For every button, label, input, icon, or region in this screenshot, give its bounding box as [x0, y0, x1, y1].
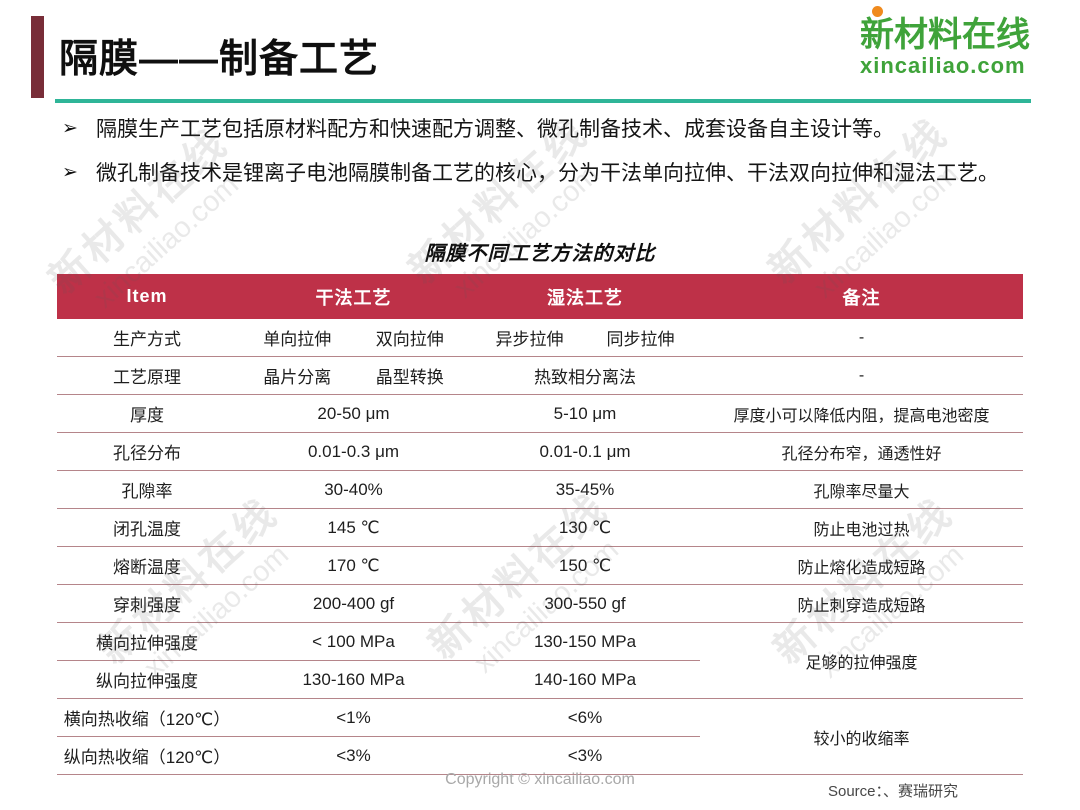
- footer-source: Source：、赛瑞研究: [827, 783, 958, 800]
- logo-sun-dot-icon: [872, 6, 883, 17]
- cell-note: 较小的收缩率: [700, 698, 1023, 775]
- cell-note: 足够的拉伸强度: [700, 622, 1023, 699]
- bullet-text: 微孔制备技术是锂离子电池隔膜制备工艺的核心，分为干法单向拉伸、干法双向拉伸和湿法…: [96, 161, 999, 185]
- cell-note: 防止刺穿造成短路: [700, 584, 1023, 623]
- cell-note: 厚度小可以降低内阻，提高电池密度: [700, 394, 1023, 433]
- cell-dry: 145 ℃: [237, 508, 470, 547]
- header-item: Item: [57, 274, 237, 319]
- cell-dry: < 100 MPa: [237, 622, 470, 661]
- cell-dry-sub: 晶片分离: [263, 368, 332, 387]
- table-row: 闭孔温度 145 ℃ 130 ℃ 防止电池过热: [57, 508, 1023, 547]
- cell-wet: 热致相分离法: [470, 356, 700, 395]
- cell-item: 横向拉伸强度: [57, 622, 237, 661]
- header-note: 备注: [700, 274, 1023, 319]
- cell-dry: 晶片分离 晶型转换: [237, 356, 470, 395]
- table-title: 隔膜不同工艺方法的对比: [424, 243, 656, 265]
- title-accent-bar: [31, 16, 44, 98]
- logo: 新材料在线 xincailiao.com: [860, 6, 1030, 77]
- cell-dry: 30-40%: [237, 470, 470, 509]
- table-row: 工艺原理 晶片分离 晶型转换 热致相分离法 -: [57, 356, 1023, 395]
- cell-wet: 150 ℃: [470, 546, 700, 585]
- cell-note: 孔径分布窄，通透性好: [700, 432, 1023, 471]
- title-underline: [55, 99, 1031, 103]
- cell-wet-sub: 异步拉伸: [495, 330, 564, 349]
- cell-item: 熔断温度: [57, 546, 237, 585]
- table-row: 孔径分布 0.01-0.3 μm 0.01-0.1 μm 孔径分布窄，通透性好: [57, 432, 1023, 471]
- table-header-row: Item 干法工艺 湿法工艺 备注: [57, 274, 1023, 319]
- arrow-bullet-icon: ➢: [62, 161, 78, 183]
- cell-wet: 0.01-0.1 μm: [470, 432, 700, 471]
- cell-item: 孔隙率: [57, 470, 237, 509]
- cell-dry-sub: 单向拉伸: [263, 330, 332, 349]
- cell-dry-sub: 晶型转换: [375, 368, 444, 387]
- cell-wet: 5-10 μm: [470, 394, 700, 433]
- table-row: 孔隙率 30-40% 35-45% 孔隙率尽量大: [57, 470, 1023, 509]
- bullet-item: ➢ 微孔制备技术是锂离子电池隔膜制备工艺的核心，分为干法单向拉伸、干法双向拉伸和…: [62, 157, 1037, 191]
- cell-wet: 130-150 MPa: [470, 622, 700, 661]
- cell-item: 纵向拉伸强度: [57, 660, 237, 699]
- cell-dry: 0.01-0.3 μm: [237, 432, 470, 471]
- bullet-text: 隔膜生产工艺包括原材料配方和快速配方调整、微孔制备技术、成套设备自主设计等。: [96, 118, 894, 141]
- cell-item: 闭孔温度: [57, 508, 237, 547]
- cell-item: 纵向热收缩（120℃）: [57, 736, 237, 775]
- page-title: 隔膜——制备工艺: [59, 38, 380, 81]
- cell-dry-sub: 双向拉伸: [375, 330, 444, 349]
- header-wet-process: 湿法工艺: [470, 274, 700, 319]
- arrow-bullet-icon: ➢: [62, 118, 78, 139]
- cell-note: 孔隙率尽量大: [700, 470, 1023, 509]
- table-row: 熔断温度 170 ℃ 150 ℃ 防止熔化造成短路: [57, 546, 1023, 585]
- cell-dry: 20-50 μm: [237, 394, 470, 433]
- cell-dry: <1%: [237, 698, 470, 737]
- logo-domain-text: xincailiao.com: [860, 52, 1026, 78]
- table-row: 横向拉伸强度 < 100 MPa 130-150 MPa 足够的拉伸强度: [57, 622, 1023, 699]
- cell-item: 厚度: [57, 394, 237, 433]
- table-row: 穿刺强度 200-400 gf 300-550 gf 防止刺穿造成短路: [57, 584, 1023, 623]
- cell-note: -: [700, 356, 1023, 395]
- comparison-table: Item 干法工艺 湿法工艺 备注 生产方式 单向拉伸 双向拉伸 异步拉伸 同步…: [57, 274, 1023, 775]
- cell-item: 孔径分布: [57, 432, 237, 471]
- cell-wet: 140-160 MPa: [470, 660, 700, 699]
- bullet-item: ➢ 隔膜生产工艺包括原材料配方和快速配方调整、微孔制备技术、成套设备自主设计等。: [62, 113, 1037, 147]
- footer-copyright: Copyright © xincailiao.com: [445, 771, 635, 788]
- cell-note: 防止电池过热: [700, 508, 1023, 547]
- cell-item: 工艺原理: [57, 356, 237, 395]
- cell-note: -: [700, 319, 1023, 357]
- cell-wet: 35-45%: [470, 470, 700, 509]
- cell-wet: 130 ℃: [470, 508, 700, 547]
- bullet-list: ➢ 隔膜生产工艺包括原材料配方和快速配方调整、微孔制备技术、成套设备自主设计等。…: [62, 113, 1037, 200]
- cell-wet: 300-550 gf: [470, 584, 700, 623]
- table-row: 厚度 20-50 μm 5-10 μm 厚度小可以降低内阻，提高电池密度: [57, 394, 1023, 433]
- cell-wet: <3%: [470, 736, 700, 775]
- cell-wet: 异步拉伸 同步拉伸: [470, 319, 700, 357]
- table-row: 横向热收缩（120℃） <1% <6% 较小的收缩率: [57, 698, 1023, 775]
- table-row: 纵向拉伸强度 130-160 MPa 140-160 MPa: [57, 660, 1023, 699]
- cell-wet-sub: 同步拉伸: [606, 330, 675, 349]
- table-row: 纵向热收缩（120℃） <3% <3%: [57, 736, 1023, 775]
- cell-wet: <6%: [470, 698, 700, 737]
- cell-item: 横向热收缩（120℃）: [57, 698, 237, 737]
- cell-dry: 单向拉伸 双向拉伸: [237, 319, 470, 357]
- cell-dry: 200-400 gf: [237, 584, 470, 623]
- cell-item: 穿刺强度: [57, 584, 237, 623]
- cell-dry: 170 ℃: [237, 546, 470, 585]
- header-dry-process: 干法工艺: [237, 274, 470, 319]
- cell-dry: <3%: [237, 736, 470, 775]
- cell-note: 防止熔化造成短路: [700, 546, 1023, 585]
- logo-cn-text: 新材料在线: [860, 16, 1030, 54]
- cell-dry: 130-160 MPa: [237, 660, 470, 699]
- cell-item: 生产方式: [57, 319, 237, 357]
- table-row: 生产方式 单向拉伸 双向拉伸 异步拉伸 同步拉伸 -: [57, 319, 1023, 357]
